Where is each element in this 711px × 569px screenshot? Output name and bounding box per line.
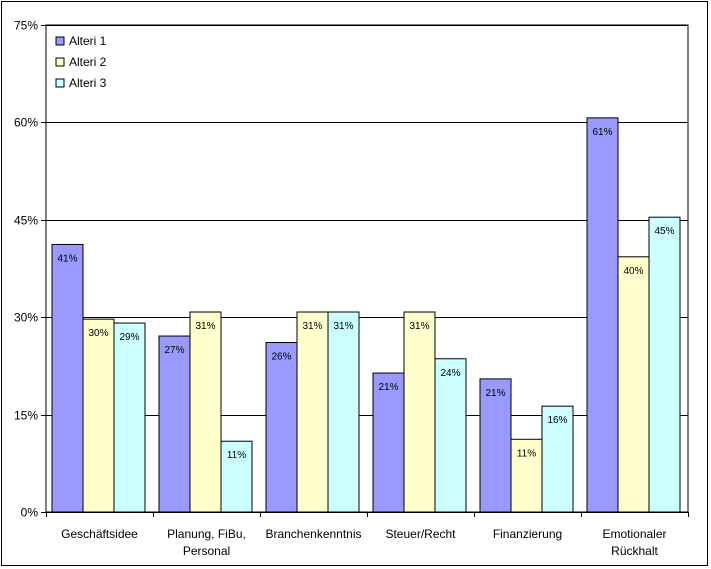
- bar: [372, 372, 405, 513]
- legend-label: Alteri 2: [69, 55, 107, 69]
- x-tick-label: Personal: [183, 544, 230, 558]
- plot-area: [45, 24, 689, 513]
- bar: [220, 440, 253, 513]
- data-label: 41%: [57, 253, 77, 264]
- data-label: 31%: [333, 321, 353, 332]
- x-tick-label: Steuer/Recht: [385, 527, 456, 541]
- x-tick-label: Finanzierung: [493, 527, 562, 541]
- legend-swatch: [55, 78, 65, 88]
- legend-swatch: [55, 57, 65, 67]
- data-label: 11%: [517, 448, 536, 459]
- x-tick-label: Branchenkenntnis: [265, 527, 361, 541]
- bar: [189, 311, 222, 513]
- bar: [648, 216, 681, 513]
- legend-swatch: [55, 36, 65, 46]
- y-tick-label: 0%: [21, 506, 39, 520]
- bar: [158, 335, 191, 513]
- y-tick-label: 30%: [14, 311, 38, 325]
- data-label: 21%: [378, 382, 398, 393]
- y-tick-label: 15%: [14, 409, 38, 423]
- data-label: 16%: [547, 415, 567, 426]
- y-tick-label: 75%: [14, 19, 38, 33]
- data-label: 21%: [485, 388, 505, 399]
- bar: [265, 342, 298, 513]
- bar: [51, 243, 84, 513]
- data-label: 31%: [302, 321, 322, 332]
- x-tick-label: Emotionaler: [602, 527, 666, 541]
- y-tick-label: 60%: [14, 116, 38, 130]
- data-label: 11%: [227, 450, 246, 461]
- data-label: 40%: [623, 266, 643, 277]
- bar: [327, 311, 360, 513]
- x-tick-label: Planung, FiBu,: [167, 527, 246, 541]
- bar: [296, 311, 329, 513]
- bar: [479, 378, 512, 513]
- data-label: 45%: [654, 226, 674, 237]
- data-label: 26%: [271, 352, 291, 363]
- data-label: 24%: [440, 368, 460, 379]
- bar: [617, 256, 650, 513]
- legend-label: Alteri 3: [69, 76, 107, 90]
- legend-label: Alteri 1: [69, 34, 107, 48]
- data-label: 31%: [195, 321, 215, 332]
- data-label: 27%: [164, 345, 184, 356]
- data-label: 31%: [409, 321, 429, 332]
- x-tick-label: Geschäftsidee: [61, 527, 138, 541]
- bar: [82, 318, 115, 513]
- bar: [541, 405, 574, 513]
- bar: [113, 322, 146, 513]
- data-label: 29%: [119, 332, 139, 343]
- bar: [510, 438, 543, 513]
- data-label: 61%: [592, 127, 612, 138]
- bar: [403, 311, 436, 513]
- data-label: 30%: [88, 328, 108, 339]
- bar: [586, 117, 619, 513]
- y-tick-label: 45%: [14, 214, 38, 228]
- bar: [434, 358, 467, 513]
- x-tick-label: Rückhalt: [611, 544, 658, 558]
